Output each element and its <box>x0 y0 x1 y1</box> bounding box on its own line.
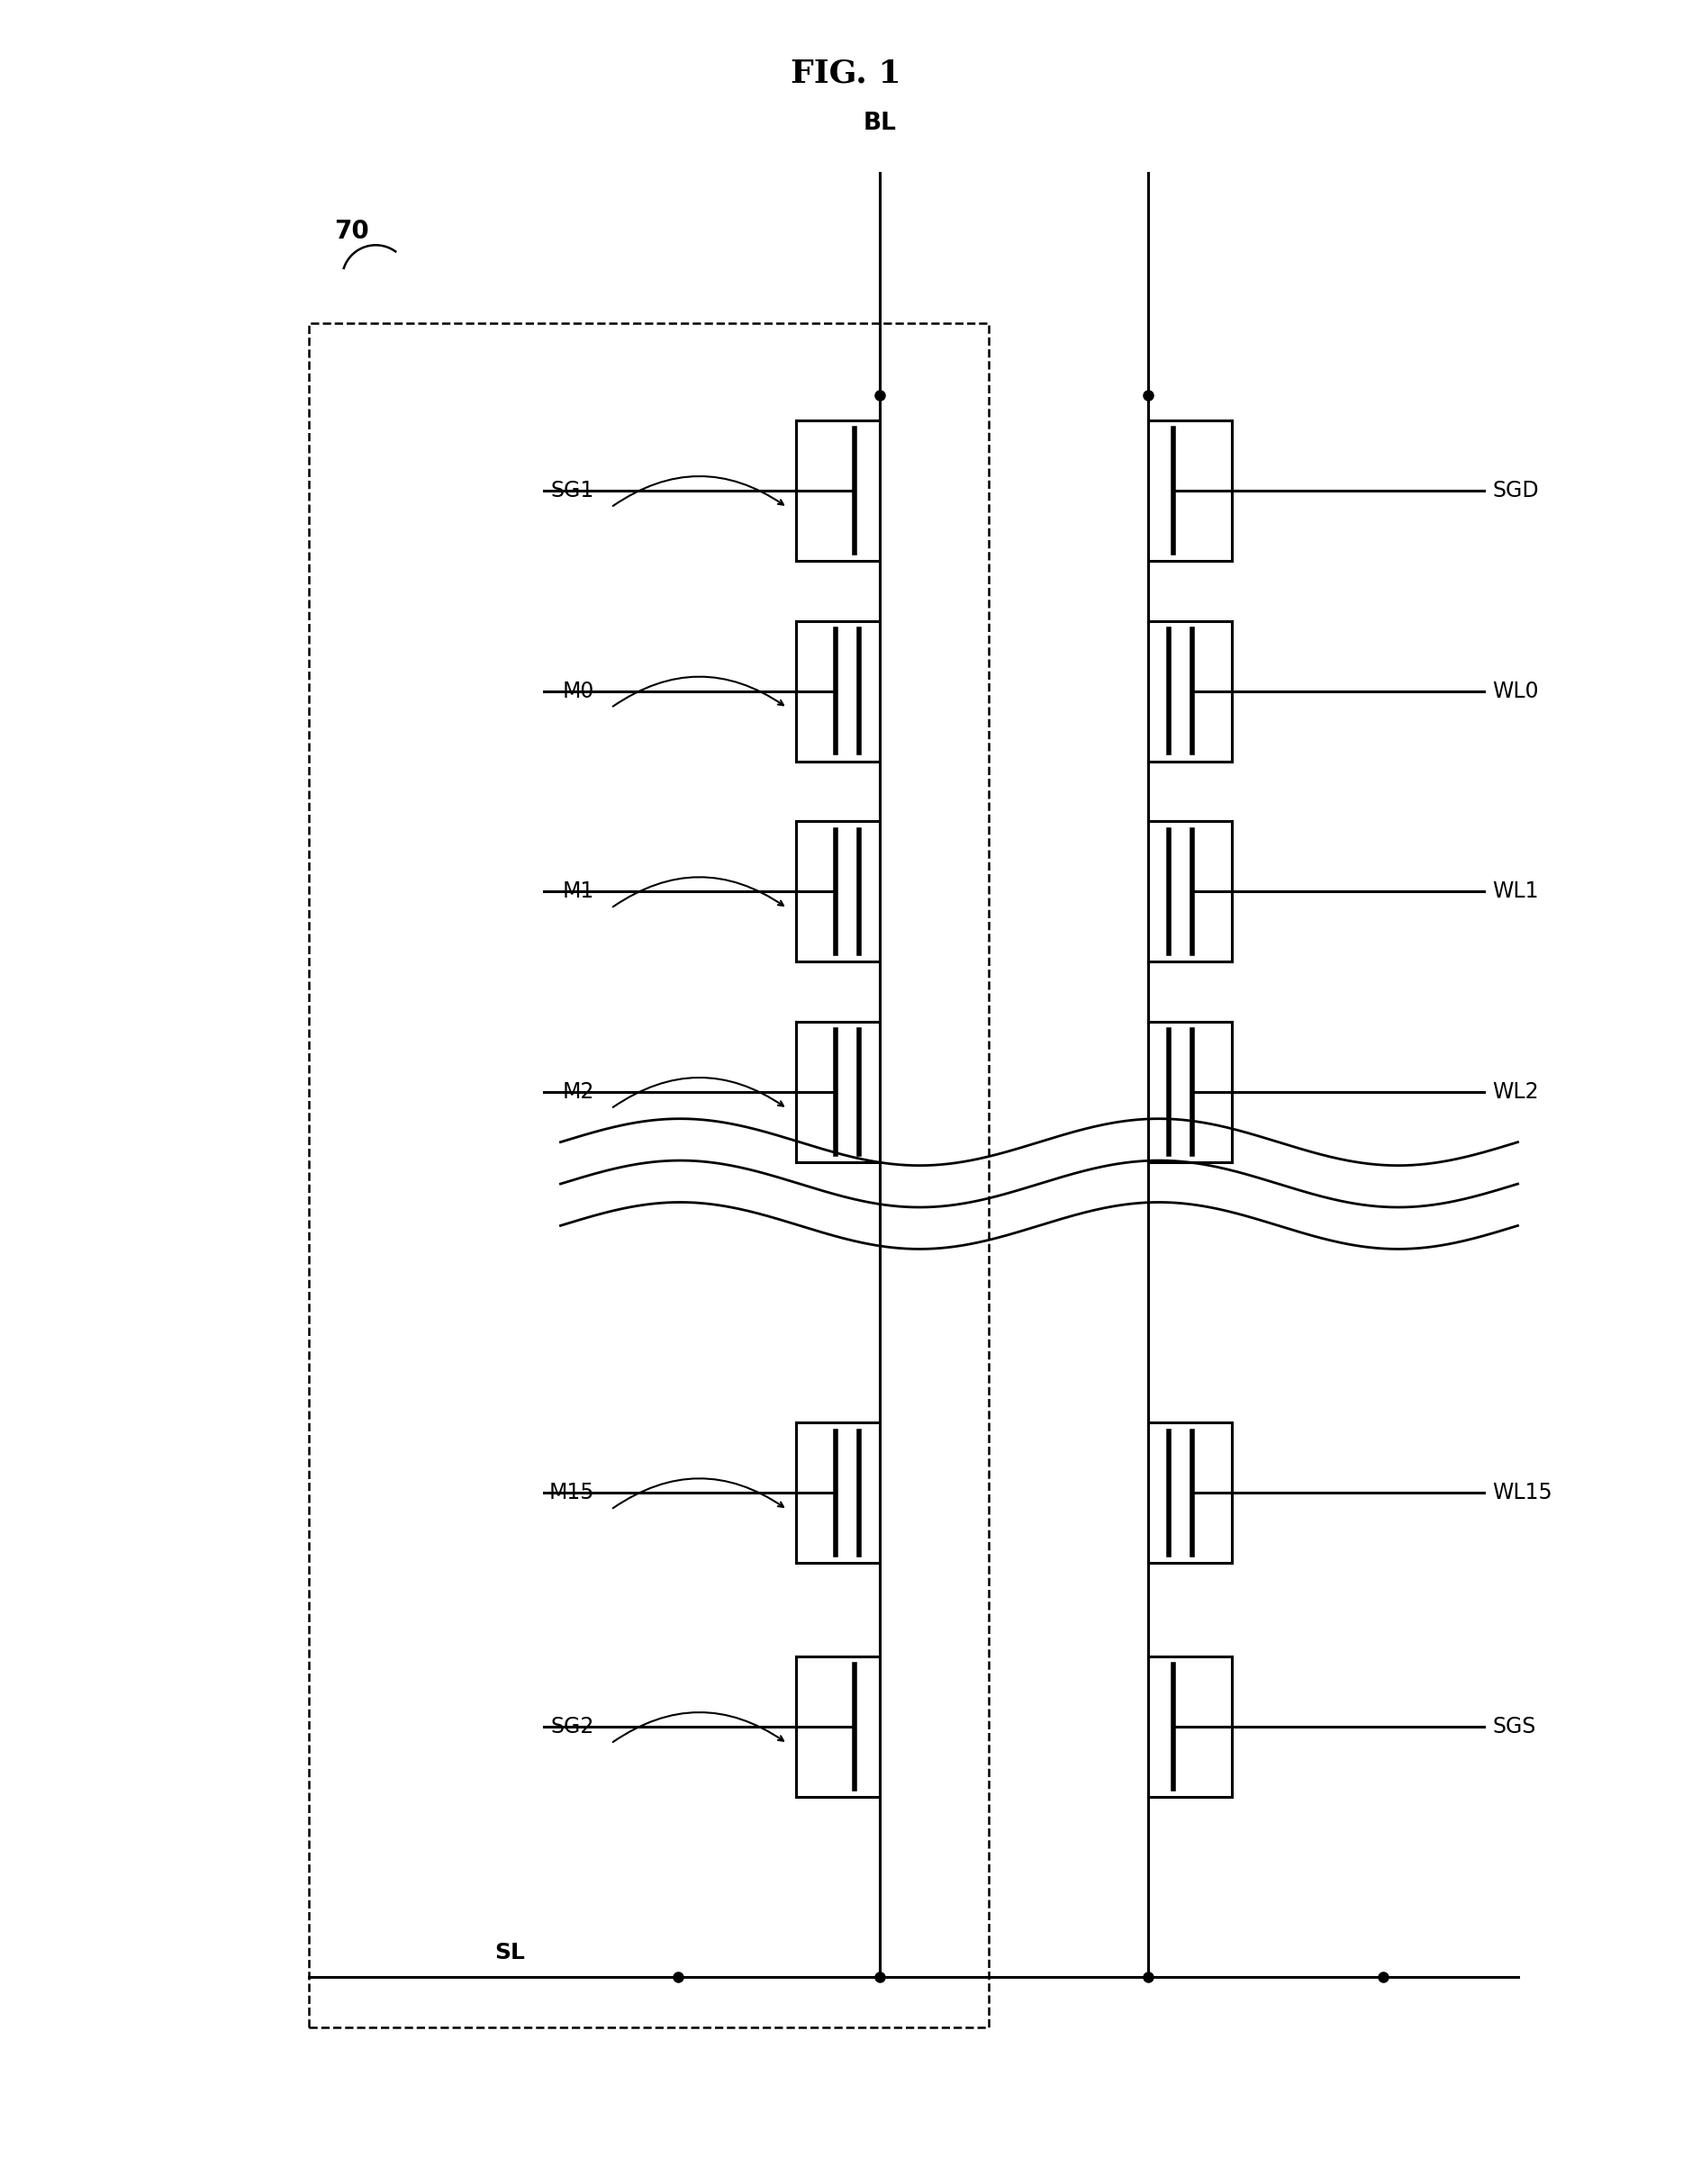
Text: M0: M0 <box>562 679 594 701</box>
Text: SGD: SGD <box>1492 480 1540 502</box>
Text: SG2: SG2 <box>550 1717 594 1738</box>
Text: SGS: SGS <box>1492 1717 1536 1738</box>
Text: M2: M2 <box>562 1081 594 1103</box>
Bar <box>308 323 988 2027</box>
Text: FIG. 1: FIG. 1 <box>790 57 902 87</box>
Text: WL1: WL1 <box>1492 880 1540 902</box>
Text: WL0: WL0 <box>1492 679 1540 701</box>
Text: M1: M1 <box>562 880 594 902</box>
Text: WL2: WL2 <box>1492 1081 1540 1103</box>
Text: WL15: WL15 <box>1492 1483 1553 1505</box>
Text: BL: BL <box>863 111 897 135</box>
Text: SL: SL <box>494 1942 525 1963</box>
Text: M15: M15 <box>548 1483 594 1505</box>
Text: SG1: SG1 <box>550 480 594 502</box>
Text: 70: 70 <box>333 218 369 245</box>
